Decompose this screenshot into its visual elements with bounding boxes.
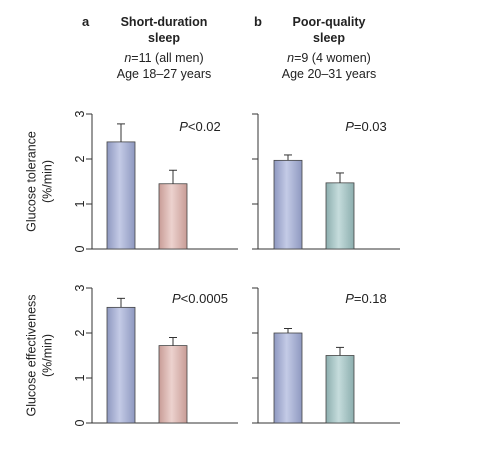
column-title-b-line2: sleep: [313, 31, 345, 45]
y-tick-label: 3: [73, 284, 87, 291]
p-value-annotation: P<0.02: [179, 119, 221, 134]
age-range-b: Age 20–31 years: [282, 67, 377, 81]
y-axis-label-line: Glucose effectiveness: [25, 294, 39, 416]
bar-sleep-condition: [158, 345, 188, 424]
bar-sleep-condition: [325, 355, 355, 424]
sample-size-b: n=9 (4 women): [287, 51, 371, 65]
y-tick-label: 2: [73, 155, 87, 162]
panel-letter-b: b: [254, 14, 262, 29]
bar-control: [106, 141, 136, 250]
panel-a-glucose-tolerance: 0 1 2 3 Glucose tolerance (%/min) P<0.02: [25, 110, 238, 252]
bar-control: [273, 332, 303, 424]
p-value-symbol: P: [345, 119, 354, 134]
bar-sleep-condition: [325, 182, 355, 250]
p-value-annotation: P<0.0005: [172, 291, 228, 306]
p-value-text: =0.03: [354, 119, 387, 134]
y-tick-label: 1: [73, 374, 87, 381]
panel-a-glucose-effectiveness: 0 1 2 3 Glucose effectiveness (%/min) P<0.0005: [25, 284, 238, 426]
y-axis-label-line: Glucose tolerance: [25, 131, 39, 232]
p-value-text: =0.18: [354, 291, 387, 306]
panel-b-glucose-tolerance: P=0.03: [252, 113, 400, 250]
y-axis-label-line: (%/min): [40, 160, 54, 203]
p-value-text: <0.02: [188, 119, 221, 134]
sample-size-a: n=11 (all men): [124, 51, 203, 65]
p-value-annotation: P=0.18: [345, 291, 387, 306]
y-axis-label: Glucose tolerance (%/min): [25, 131, 55, 232]
bar-control: [273, 159, 303, 250]
column-header-b: b Poor-quality sleep n=9 (4 women) Age 2…: [254, 14, 376, 81]
y-tick-label: 0: [73, 245, 87, 252]
sample-detail-a: =11 (all men): [131, 51, 203, 65]
y-tick-label: 1: [73, 200, 87, 207]
p-value-text: <0.0005: [181, 291, 228, 306]
sample-detail-b: =9 (4 women): [294, 51, 371, 65]
p-value-symbol: P: [172, 291, 181, 306]
bar-sleep-condition: [158, 183, 188, 250]
panel-letter-a: a: [82, 14, 90, 29]
y-axis-label-line: (%/min): [40, 334, 54, 377]
p-value-symbol: P: [345, 291, 354, 306]
y-tick-label: 2: [73, 329, 87, 336]
y-tick-label: 3: [73, 110, 87, 117]
column-title-a-line1: Short-duration: [121, 15, 208, 29]
column-title-b-line1: Poor-quality: [293, 15, 366, 29]
bar-control: [106, 306, 136, 424]
column-header-a: a Short-duration sleep n=11 (all men) Ag…: [82, 14, 211, 81]
p-value-annotation: P=0.03: [345, 119, 387, 134]
p-value-symbol: P: [179, 119, 188, 134]
y-tick-label: 0: [73, 419, 87, 426]
sample-n-a: n: [124, 51, 131, 65]
age-range-a: Age 18–27 years: [117, 67, 212, 81]
panel-b-glucose-effectiveness: P=0.18: [252, 287, 400, 424]
column-title-a-line2: sleep: [148, 31, 180, 45]
sample-n-b: n: [287, 51, 294, 65]
y-axis-label: Glucose effectiveness (%/min): [25, 294, 55, 416]
